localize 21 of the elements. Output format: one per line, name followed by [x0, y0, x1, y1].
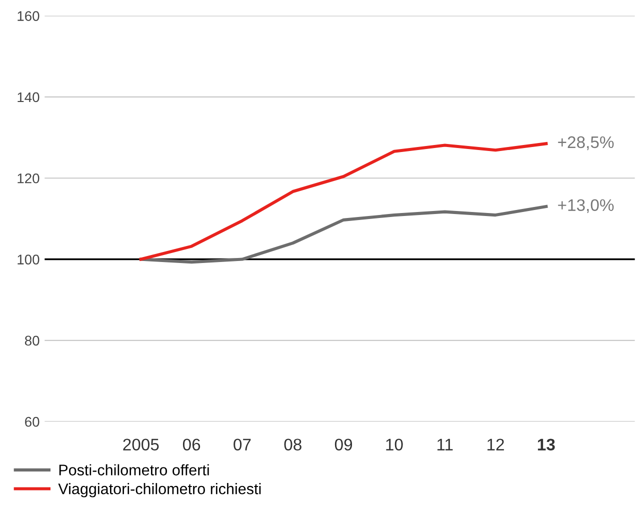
- y-tick-label: 140: [18, 92, 40, 102]
- y-tick-label: 100: [18, 254, 40, 264]
- x-tick-label: 08: [284, 438, 302, 451]
- x-tick-label: 07: [234, 438, 251, 451]
- x-tick-label: 12: [488, 438, 504, 450]
- x-tick-label: 06: [182, 438, 200, 451]
- x-tick-label: 13: [538, 438, 555, 451]
- line-series: [139, 142, 548, 261]
- x-tick-label: 10: [386, 438, 403, 451]
- legend-label: Viaggiatori-chilometro richiesti: [58, 483, 261, 498]
- x-tick-label: 09: [334, 438, 352, 451]
- annotation: +28,5%: [558, 136, 614, 150]
- y-tick-label: 120: [18, 173, 40, 184]
- legend-label: Posti-chilometro offerti: [59, 464, 209, 476]
- y-tick-label: 160: [18, 11, 40, 21]
- annotation: +13,0%: [558, 199, 614, 213]
- y-tick-label: 80: [24, 336, 40, 346]
- line-series: [139, 205, 548, 264]
- x-tick-label: 2005: [123, 438, 159, 451]
- x-tick-label: 11: [437, 438, 453, 450]
- y-tick-label: 60: [25, 416, 40, 427]
